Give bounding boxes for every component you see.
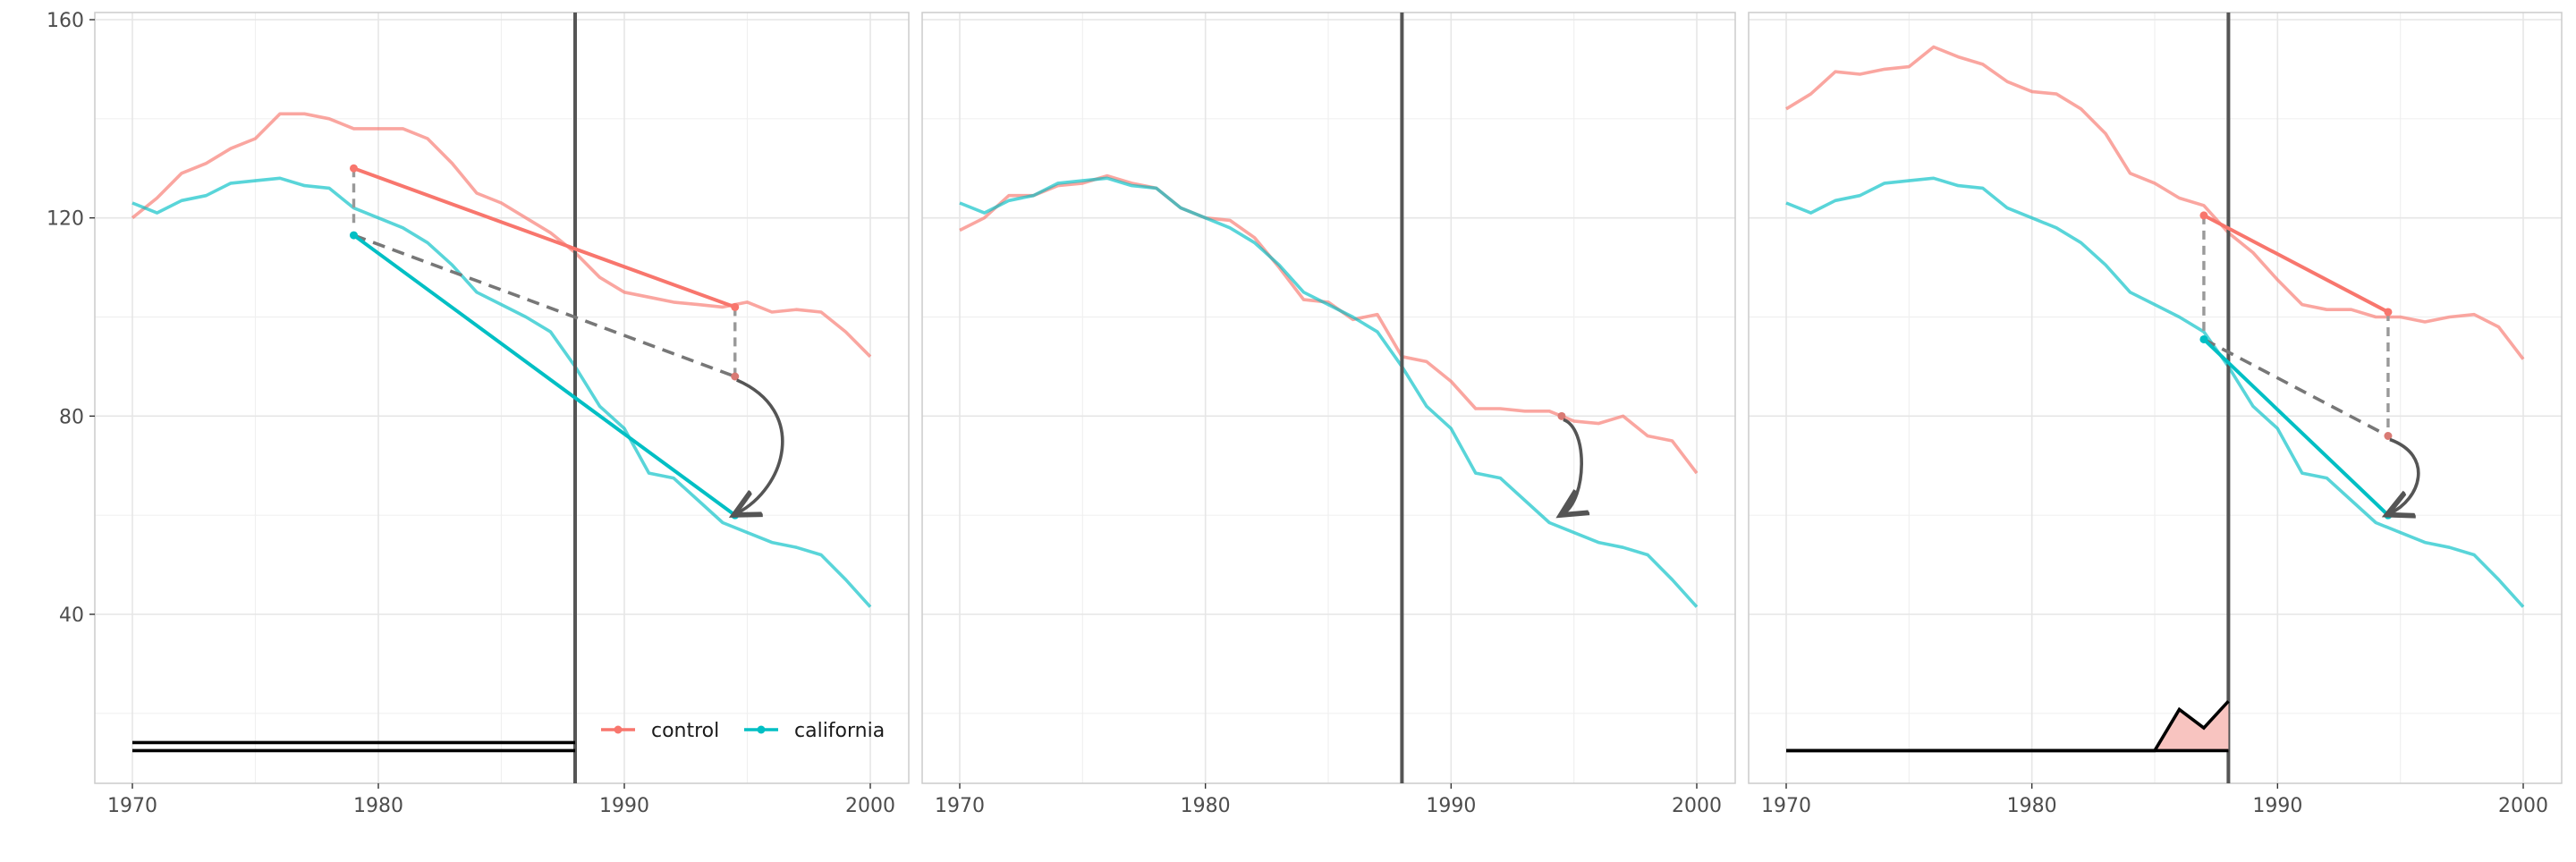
- series-line-california: [131, 176, 872, 608]
- series-line-california: [959, 176, 1699, 608]
- did-endpoint: [731, 372, 740, 381]
- x-tick-label: 2000: [2498, 795, 2548, 817]
- series-line-california: [1785, 176, 2525, 608]
- legend: control california: [601, 720, 885, 742]
- series-line-control: [959, 173, 1699, 475]
- did-endpoint: [2199, 334, 2208, 343]
- counterfactual-line: [2203, 337, 2389, 438]
- time-weight-area: [2155, 701, 2229, 751]
- did-endpoint: [2199, 211, 2208, 220]
- panel-border: [94, 12, 910, 784]
- did-endpoint: [2384, 308, 2393, 317]
- legend-dot-california: [757, 725, 766, 734]
- panel-border: [921, 12, 1736, 784]
- effect-arrow: [737, 378, 784, 513]
- series-line-control: [1785, 45, 2525, 360]
- y-tick-label: 160: [47, 10, 84, 32]
- chart-panel-2: 1970 1980 1990 2000: [921, 12, 1736, 817]
- x-tick-label: 1990: [1426, 795, 1476, 817]
- control-did-segment: [352, 166, 736, 309]
- legend-label-control: control: [651, 720, 719, 742]
- x-tick-label: 1980: [2007, 795, 2057, 817]
- chart-panel-1: 1970 1980 1990 2000 40 80 120 160 control califor…: [47, 10, 910, 817]
- effect-arrow: [1563, 418, 1581, 513]
- y-tick-label: 80: [59, 406, 84, 428]
- y-tick-label: 40: [59, 604, 84, 627]
- y-tick-label: 120: [47, 208, 84, 231]
- x-tick-label: 1980: [1181, 795, 1231, 817]
- chart-panel-3: 1970 1980 1990 2000: [1748, 12, 2563, 817]
- x-tick-label: 2000: [845, 795, 895, 817]
- x-tick-label: 1990: [599, 795, 649, 817]
- x-tick-label: 1970: [935, 795, 985, 817]
- legend-label-california: california: [794, 720, 885, 742]
- x-tick-label: 1980: [353, 795, 403, 817]
- treated-did-segment: [2202, 337, 2390, 517]
- counterfactual-line: [352, 233, 736, 378]
- x-tick-label: 2000: [1672, 795, 1722, 817]
- did-endpoint: [2384, 432, 2393, 440]
- x-tick-label: 1970: [107, 795, 157, 817]
- time-weight-line: [1786, 699, 2230, 753]
- did-endpoint: [350, 164, 358, 173]
- did-endpoint: [731, 302, 740, 311]
- effect-arrow: [2390, 437, 2420, 514]
- series-line-control: [131, 112, 872, 359]
- x-tick-label: 1990: [2252, 795, 2302, 817]
- did-endpoint: [350, 231, 358, 240]
- legend-dot-control: [614, 725, 623, 734]
- panel-border: [1748, 12, 2563, 784]
- treated-did-segment: [352, 233, 736, 517]
- control-did-segment: [2203, 214, 2389, 314]
- x-tick-label: 1970: [1761, 795, 1811, 817]
- arrow-start-dot: [1557, 411, 1566, 420]
